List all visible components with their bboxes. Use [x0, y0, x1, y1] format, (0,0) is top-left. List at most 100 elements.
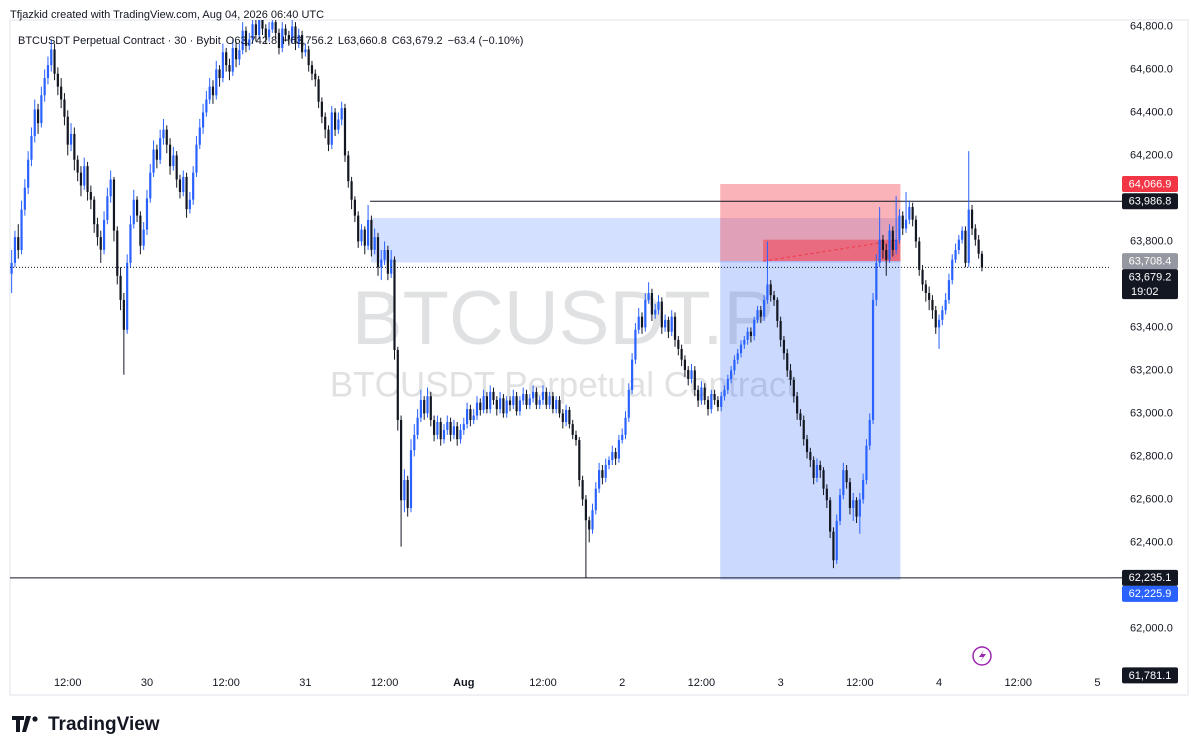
- candle-body: [776, 299, 779, 321]
- price-tag: [1122, 253, 1178, 270]
- candle-body: [208, 86, 211, 100]
- candle-body: [86, 166, 89, 192]
- candle-body: [492, 391, 495, 401]
- candle-body: [512, 396, 515, 406]
- candle-body: [647, 293, 650, 300]
- candle-body: [284, 28, 287, 36]
- candle-body: [205, 99, 208, 113]
- candle-body: [244, 30, 248, 46]
- watermark-description: BTCUSDT Perpetual Contract: [330, 365, 796, 404]
- candle-body: [706, 400, 710, 410]
- candle-body: [941, 310, 944, 320]
- plot-area: [10, 20, 1110, 580]
- candle-body: [363, 229, 366, 246]
- candle-body: [370, 219, 373, 250]
- candle-body: [697, 389, 700, 401]
- candle-body: [881, 239, 885, 251]
- price-tag-label: 61,781.1: [1129, 670, 1172, 682]
- candle-body: [961, 230, 964, 240]
- y-tick-label: 64,600.0: [1130, 63, 1173, 75]
- candle-body: [413, 434, 416, 451]
- candle-body: [172, 155, 175, 167]
- candle-body: [76, 159, 79, 173]
- candle-body: [528, 398, 531, 406]
- candle-body: [617, 440, 621, 459]
- y-tick-label: 62,400.0: [1130, 536, 1173, 548]
- candle-body: [66, 116, 69, 145]
- candle-body: [720, 396, 723, 407]
- candle-body: [93, 199, 96, 225]
- candle-body: [152, 149, 155, 173]
- candle-body: [703, 387, 706, 401]
- candle-body: [789, 370, 792, 380]
- candle-body: [901, 215, 904, 229]
- x-tick-label: 12:00: [688, 677, 716, 689]
- candle-body: [99, 237, 102, 250]
- candle-body: [149, 172, 152, 199]
- y-tick-label: 62,800.0: [1130, 450, 1173, 462]
- candle-body: [918, 241, 921, 270]
- candle-body: [951, 259, 954, 281]
- candle-body: [69, 133, 73, 145]
- candle-body: [386, 250, 389, 274]
- candle-body: [324, 116, 327, 130]
- candle-body: [805, 439, 809, 453]
- candle-body: [79, 172, 83, 186]
- trend-line: [763, 239, 901, 262]
- candle-body: [347, 155, 350, 182]
- candle-body: [838, 495, 842, 521]
- candle-body: [498, 398, 502, 410]
- candle-body: [456, 426, 459, 440]
- candle-body: [307, 49, 310, 66]
- candle-body: [911, 207, 914, 220]
- candle-body: [360, 229, 363, 242]
- legend-value: C63,679.2: [392, 35, 443, 47]
- x-tick-label: 12:00: [54, 677, 82, 689]
- candle-body: [211, 86, 215, 96]
- candle-body: [357, 215, 360, 242]
- candle-body: [489, 391, 492, 410]
- candle-body: [977, 239, 980, 254]
- candle-body: [650, 293, 654, 315]
- candle-body: [399, 420, 403, 501]
- candle-body: [862, 480, 865, 500]
- candle-body: [36, 109, 40, 124]
- candle-body: [782, 339, 786, 354]
- candle-body: [832, 531, 835, 561]
- candle-body: [446, 421, 449, 430]
- candle-body: [294, 26, 297, 44]
- candle-body: [350, 181, 353, 200]
- candle-body: [822, 470, 825, 489]
- y-tick-label: 62,600.0: [1130, 493, 1173, 505]
- candle-body: [588, 520, 591, 530]
- candle-body: [898, 215, 901, 240]
- candle-body: [931, 299, 934, 311]
- alert-icon[interactable]: [972, 646, 992, 666]
- candle-body: [904, 219, 908, 229]
- candle-body: [159, 138, 162, 160]
- candle-body: [162, 129, 165, 139]
- candle-body: [50, 49, 53, 66]
- candle-body: [522, 394, 525, 401]
- candle-body: [462, 424, 465, 430]
- candle-body: [116, 230, 119, 276]
- x-tick-label: 12:00: [846, 677, 874, 689]
- candle-body: [739, 344, 743, 354]
- candle-body: [578, 440, 581, 481]
- candle-body: [30, 136, 33, 160]
- candle-body: [753, 319, 756, 337]
- x-tick-label: 12:00: [529, 677, 557, 689]
- candle-body: [102, 219, 106, 250]
- candle-body: [726, 378, 729, 390]
- candle-body: [96, 224, 99, 238]
- candle-body: [743, 339, 746, 345]
- candle-body: [802, 420, 805, 440]
- candle-body: [396, 349, 399, 421]
- candle-body: [957, 239, 960, 251]
- candle-body: [928, 293, 931, 300]
- candle-body: [716, 400, 720, 407]
- candle-body: [452, 426, 455, 435]
- candle-body: [885, 250, 888, 260]
- candle-body: [132, 199, 135, 225]
